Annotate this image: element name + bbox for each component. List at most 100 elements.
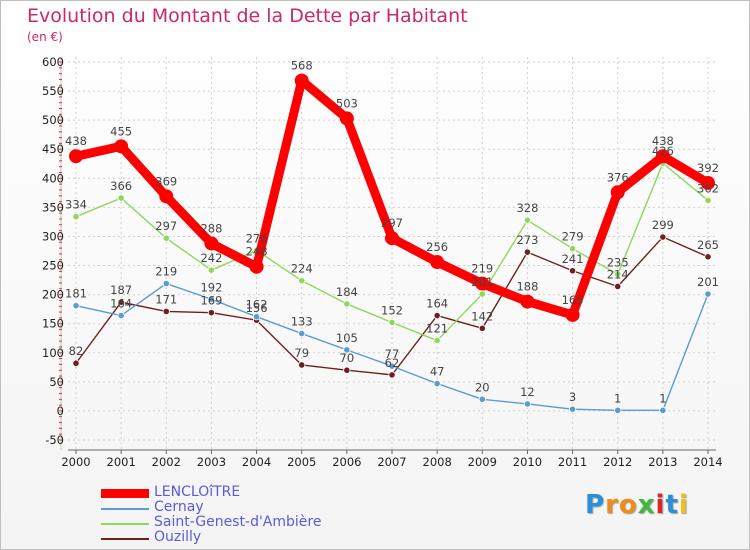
- legend-label: LENCLOîTRE: [154, 484, 241, 500]
- data-point: [610, 185, 625, 200]
- x-tick-label: 2010: [513, 455, 542, 469]
- x-tick-label: 2007: [377, 455, 406, 469]
- data-label: 188: [516, 280, 538, 294]
- y-tick-label: 100: [42, 346, 64, 360]
- data-point: [343, 346, 351, 354]
- data-point: [614, 406, 622, 414]
- data-label: 181: [65, 287, 87, 301]
- data-label: 455: [110, 124, 132, 138]
- data-label: 201: [697, 275, 719, 289]
- data-point: [343, 366, 351, 374]
- data-point: [704, 253, 712, 261]
- data-label: 334: [65, 198, 87, 212]
- data-point: [294, 73, 309, 88]
- data-point: [475, 276, 490, 291]
- data-point: [704, 290, 712, 298]
- data-point: [478, 290, 486, 298]
- data-label: 169: [200, 294, 222, 308]
- data-point: [207, 266, 216, 274]
- data-point: [72, 213, 80, 221]
- data-point: [520, 294, 535, 309]
- data-point: [298, 361, 306, 369]
- data-point: [72, 359, 80, 367]
- data-label: 219: [471, 262, 493, 276]
- y-tick-labels: -50 0 50 100 150 200 250 300 350 400 450 500 550 600: [42, 55, 64, 447]
- data-label: 165: [562, 293, 584, 307]
- data-point: [478, 324, 486, 332]
- data-label: 192: [200, 280, 222, 294]
- legend-swatch: [101, 508, 149, 510]
- data-label: 105: [336, 331, 358, 345]
- y-tick-label: 450: [42, 142, 64, 156]
- logo-letter: r: [605, 490, 619, 520]
- y-tick-label: 50: [49, 375, 64, 389]
- y-tick-label: -50: [45, 433, 64, 447]
- data-point: [433, 379, 441, 388]
- legend-swatch: [101, 523, 149, 525]
- data-label: 276: [246, 231, 268, 245]
- chart-title: Evolution du Montant de la Dette par Hab…: [27, 5, 468, 27]
- data-label: 328: [516, 201, 538, 215]
- data-label: 288: [200, 221, 222, 235]
- y-tick-label: 600: [42, 55, 64, 69]
- data-point: [430, 255, 445, 270]
- data-point: [69, 149, 83, 164]
- data-label: 366: [110, 179, 132, 193]
- data-label: 297: [155, 219, 177, 233]
- x-tick-label: 2006: [332, 455, 361, 469]
- y-tick-label: 150: [42, 317, 64, 331]
- data-label: 184: [336, 285, 358, 299]
- logo-letter: t: [665, 490, 679, 520]
- data-point: [385, 231, 399, 246]
- data-point: [159, 189, 174, 204]
- legend-item-lenclotre: LENCLOîTRE: [101, 484, 401, 501]
- x-tick-label: 2004: [242, 455, 271, 469]
- axes: [59, 57, 716, 454]
- data-point: [614, 282, 622, 291]
- data-label: 133: [291, 315, 313, 329]
- data-point: [162, 234, 170, 242]
- data-label: 299: [652, 218, 674, 232]
- data-label: 438: [65, 134, 87, 148]
- data-point: [207, 309, 216, 317]
- x-tick-label: 2002: [152, 455, 181, 469]
- x-tick-label: 2011: [558, 455, 587, 469]
- logo-letter: i: [655, 490, 666, 520]
- legend-item-cernay: Cernay: [101, 499, 401, 516]
- data-point: [568, 267, 577, 275]
- data-point: [343, 300, 351, 308]
- data-label: 362: [697, 181, 719, 195]
- data-point: [298, 277, 306, 285]
- data-label: 297: [381, 216, 403, 230]
- data-point: [478, 395, 486, 403]
- data-label: 376: [607, 170, 629, 184]
- data-label: 162: [246, 298, 268, 312]
- legend-label: Saint-Genest-d'Ambière: [154, 514, 322, 530]
- data-label: 438: [652, 134, 674, 148]
- data-point: [162, 307, 170, 316]
- data-label: 82: [69, 344, 84, 358]
- x-tick-label: 2013: [648, 455, 677, 469]
- data-label: 214: [607, 267, 629, 281]
- data-label: 568: [291, 59, 313, 73]
- data-point: [568, 245, 577, 253]
- data-point: [568, 405, 577, 413]
- data-label: 235: [607, 255, 629, 269]
- data-point: [162, 279, 170, 288]
- data-point: [523, 216, 532, 224]
- data-label: 77: [385, 347, 400, 361]
- y-tick-label: 0: [57, 404, 64, 418]
- data-point: [565, 307, 580, 322]
- line-chart: -50050100150200250300350400450500550600 …: [42, 55, 723, 469]
- data-label: 369: [155, 174, 177, 188]
- y-tick-label: 350: [42, 200, 64, 214]
- data-point: [72, 302, 80, 310]
- data-point: [433, 336, 441, 345]
- data-label: 219: [155, 265, 177, 279]
- data-label: 392: [697, 161, 719, 175]
- legend-swatch: [101, 489, 149, 498]
- x-tick-label: 2003: [197, 455, 226, 469]
- x-tick-label: 2009: [468, 455, 497, 469]
- data-label: 152: [381, 304, 403, 318]
- data-point: [388, 371, 396, 379]
